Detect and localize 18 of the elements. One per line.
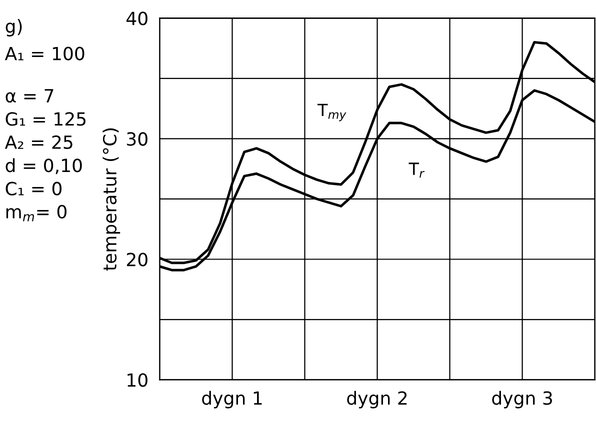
y-tick-label: 40 — [126, 12, 148, 26]
x-tick-label: dygn 3 — [492, 390, 552, 408]
x-tick-label: dygn 1 — [202, 390, 262, 408]
y-axis-title: temperatur (°C) — [102, 128, 120, 271]
series-label: T$_{r}$ — [408, 162, 425, 178]
x-tick-label: dygn 2 — [347, 390, 407, 408]
text: d = 0,10 — [6, 158, 82, 174]
text: m$_{m}$= 0 — [6, 204, 66, 222]
text: G₁ = 125 — [6, 112, 86, 126]
series-label: T$_{my}$ — [317, 104, 346, 122]
text: A₂ = 25 — [4, 135, 72, 150]
y-tick-label: 20 — [126, 252, 148, 266]
y-tick-label: 30 — [127, 132, 148, 146]
text: A₁ = 100 — [4, 46, 84, 60]
text: C₁ = 0 — [6, 182, 62, 196]
text: α = 7 — [6, 89, 54, 103]
y-tick-label: 10 — [128, 373, 148, 387]
text: g) — [6, 19, 22, 36]
